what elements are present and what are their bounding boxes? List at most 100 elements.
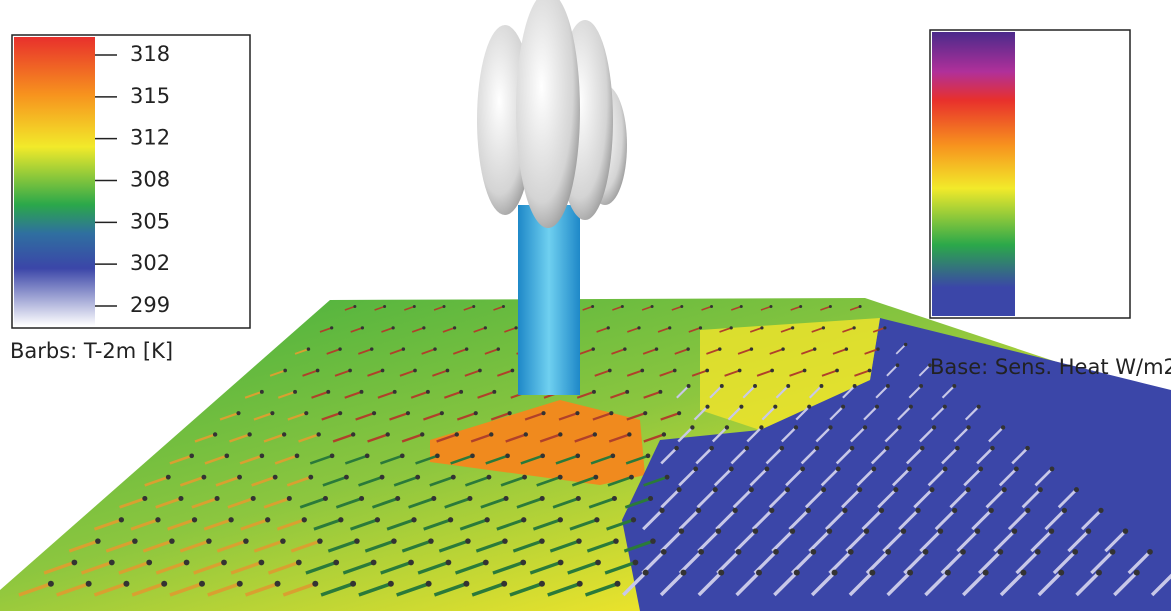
barb-head [273,475,278,480]
barb-head [411,517,416,522]
barb-head [753,384,757,388]
barb-head [428,538,434,544]
barb-head [990,446,995,451]
barb-head [749,487,754,492]
barb-head [386,432,390,436]
barb-head [952,508,957,513]
barb-head [296,560,302,566]
barb-head [709,446,714,451]
barb-head [919,384,923,388]
barb-head [631,517,636,522]
barb-head [829,305,832,308]
barb-head [283,369,287,373]
barb-head [869,570,875,576]
barb-head [483,560,489,566]
barb-head [448,517,453,522]
barb-head [1058,570,1064,576]
barb-head [920,446,925,451]
barb-head [360,390,364,394]
barb-head [815,446,820,451]
barb-head [827,528,833,534]
barb-head [705,369,709,373]
barb-head [593,475,598,480]
barb-head [859,305,862,308]
barb-head [333,560,339,566]
barb-head [943,466,948,471]
barb-head [502,305,505,308]
barb-head [832,570,838,576]
ground [0,298,1171,611]
barb-head [446,369,450,373]
barb-head [558,560,564,566]
barb-head [413,369,417,373]
barb-head [845,347,848,350]
barb-head [621,305,624,308]
barb-head [431,496,436,501]
barb-head [413,305,416,308]
barb-head [1072,549,1078,555]
barb-head [794,570,800,576]
barb-head [938,528,944,534]
barb-head [680,570,686,576]
barb-head [780,446,785,451]
barb-head [497,347,500,350]
barb-head [608,369,612,373]
barb-head [907,570,913,576]
barb-head [615,581,621,587]
barb-head [237,475,242,480]
barb-head [380,475,385,480]
barb-head [326,390,330,394]
barb-head [467,496,472,501]
barb-head [192,517,197,522]
barb-head [295,454,300,459]
barb-head [760,326,763,329]
barb-head [853,384,857,388]
barb-head [142,496,147,501]
barb-head [806,508,811,513]
barb-head [885,549,891,555]
barb-head [607,326,610,329]
barb-head [426,390,430,394]
barb-head [1038,487,1043,492]
barb-head [730,326,733,329]
barb-head [945,570,951,576]
barb-head [680,305,683,308]
barb-head [665,475,670,480]
barb-head [591,305,594,308]
barb-head [330,454,335,459]
barb-head [658,390,662,394]
barb-head [426,581,432,587]
barb-head [781,347,784,350]
barb-head [539,581,545,587]
barb-head [643,570,649,576]
barb-head [330,326,333,329]
scene: Barbs: T-2m [K]592530467404341279216 318… [0,0,1171,611]
barb-head [786,384,790,388]
barb-head [361,326,364,329]
barb-head [270,411,274,415]
barb-head [505,454,510,459]
barb-head [613,538,619,544]
barb-head [879,508,884,513]
barb-head [1049,528,1055,534]
barb-head [594,517,599,522]
barb-head [453,326,456,329]
barb-head [655,347,658,350]
barb-head [923,549,929,555]
barb-head [770,369,774,373]
barb-head [371,560,377,566]
barb-head [769,305,772,308]
barb-head [943,405,947,409]
barb-head [960,549,966,555]
barb-head [868,369,872,373]
barb-head [541,411,545,415]
barb-head [673,369,677,373]
barb-head [316,432,320,436]
barb-head [1134,570,1140,576]
barb-head [1014,466,1019,471]
barb-head [997,549,1003,555]
barb-head [577,581,583,587]
barb-head [677,487,682,492]
barb-head [485,517,490,522]
barb-head [690,425,694,429]
